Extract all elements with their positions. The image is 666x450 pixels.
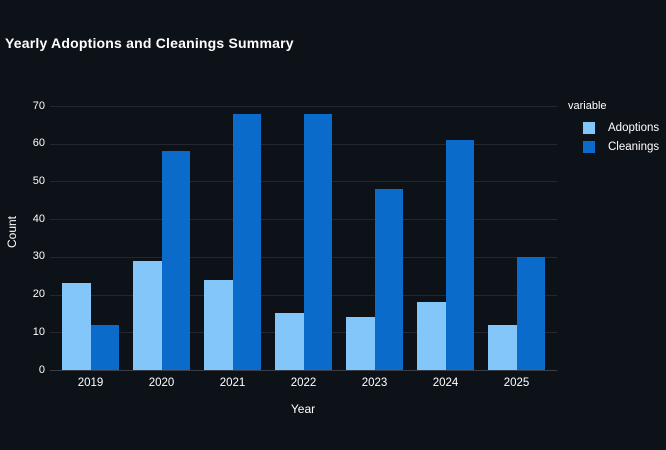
x-tick-label-2024: 2024: [432, 377, 459, 389]
y-axis-title: Count: [5, 215, 19, 249]
bar-2021-adoptions: [204, 279, 233, 370]
legend-swatch-adoptions: [583, 122, 595, 135]
legend-item-cleanings: Cleanings: [568, 138, 659, 157]
y-tick-label-50: 50: [32, 174, 45, 187]
bar-2023-cleanings: [374, 188, 403, 370]
y-tick-label-70: 70: [32, 99, 45, 112]
x-tick-label-2020: 2020: [148, 377, 175, 389]
x-tick-label-2022: 2022: [290, 377, 317, 389]
y-tick-label-40: 40: [32, 212, 45, 225]
bar-2020-cleanings: [161, 151, 190, 370]
legend-title: variable: [568, 100, 607, 112]
y-tick-label-20: 20: [32, 288, 45, 301]
bar-2019-adoptions: [62, 283, 91, 370]
y-tick-label-60: 60: [32, 137, 45, 150]
legend-item-adoptions: Adoptions: [568, 119, 659, 138]
x-tick-label-2025: 2025: [503, 377, 530, 389]
y-tick-label-10: 10: [32, 325, 45, 338]
bar-2023-adoptions: [346, 317, 375, 370]
bar-2025-cleanings: [516, 256, 545, 370]
x-tick-label-2019: 2019: [77, 377, 104, 389]
bar-2019-cleanings: [90, 324, 119, 370]
bar-2024-cleanings: [445, 139, 474, 370]
plot-area: [50, 106, 557, 371]
legend-items: Adoptions Cleanings: [568, 119, 659, 156]
bar-2021-cleanings: [232, 113, 261, 370]
bar-2025-adoptions: [488, 324, 517, 370]
legend: variable Adoptions Cleanings: [568, 100, 659, 156]
y-tick-label-30: 30: [32, 250, 45, 263]
legend-swatch-cleanings: [583, 140, 595, 153]
legend-label-cleanings: Cleanings: [608, 140, 660, 153]
chart-title: Yearly Adoptions and Cleanings Summary: [5, 35, 294, 51]
gridline-70: [50, 106, 557, 107]
x-tick-label-2023: 2023: [361, 377, 388, 389]
x-axis-title: Year: [290, 402, 316, 416]
legend-label-adoptions: Adoptions: [608, 122, 660, 135]
bar-2022-cleanings: [303, 113, 332, 370]
y-tick-label-0: 0: [38, 363, 45, 376]
x-tick-label-2021: 2021: [219, 377, 246, 389]
bar-2020-adoptions: [133, 260, 162, 370]
bar-2022-adoptions: [275, 313, 304, 370]
bar-2024-adoptions: [417, 302, 446, 370]
x-axis-line: [50, 369, 557, 371]
